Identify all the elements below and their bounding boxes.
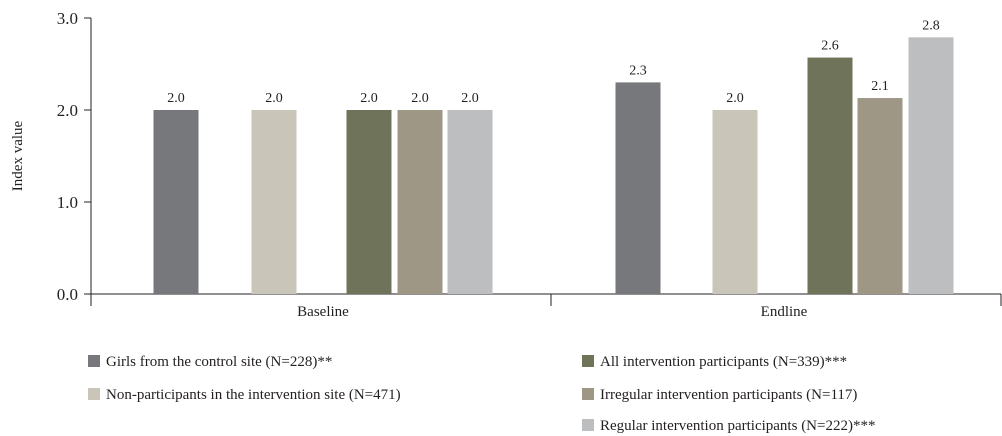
y-tick-label: 1.0 (57, 193, 78, 212)
bar-value-label: 2.8 (922, 18, 940, 33)
legend-label: Non-participants in the intervention sit… (106, 387, 401, 403)
legend-label: All intervention participants (N=339)*** (600, 354, 848, 370)
bar-value-label: 2.0 (411, 91, 429, 106)
legend-item-all-participants: All intervention participants (N=339)*** (582, 352, 847, 372)
legend-swatch (88, 388, 100, 400)
y-axis-label: Index value (10, 120, 26, 191)
bar (615, 82, 661, 295)
bar (447, 110, 493, 294)
bar-value-label: 2.0 (461, 91, 479, 106)
bar-chart: Index value 0.0 1.0 2.0 3.0 2.0 2.3 2.0 2.0 2.0… (10, 9, 1002, 320)
legend-swatch (582, 388, 594, 400)
bar (712, 110, 758, 294)
bar (153, 110, 199, 294)
legend-label: Girls from the control site (N=228)** (106, 354, 333, 370)
bar-value-label: 2.0 (726, 91, 744, 106)
x-category-label: Baseline (297, 304, 349, 320)
y-tick-label: 2.0 (57, 101, 78, 120)
legend-swatch (582, 419, 594, 431)
legend-label: Irregular intervention participants (N=1… (600, 387, 858, 403)
bar-value-label: 2.1 (871, 79, 889, 94)
legend-swatch (582, 355, 594, 367)
legend-label: Regular intervention participants (N=222… (600, 418, 876, 434)
bar-value-label: 2.0 (265, 91, 283, 106)
bar (857, 98, 903, 294)
bar-value-label: 2.3 (629, 63, 647, 78)
legend-item-regular: Regular intervention participants (N=222… (582, 416, 875, 436)
bar-value-label: 2.6 (821, 39, 839, 54)
legend-item-control: Girls from the control site (N=228)** (88, 352, 332, 372)
bar (397, 110, 443, 294)
bar (251, 110, 297, 294)
bar (346, 110, 392, 294)
y-tick-label: 0.0 (57, 285, 78, 304)
bar-value-label: 2.0 (360, 91, 378, 106)
legend-swatch (88, 355, 100, 367)
bar (807, 57, 853, 295)
legend-item-non-participants: Non-participants in the intervention sit… (88, 385, 401, 405)
bar (908, 37, 954, 294)
x-category-label: Endline (761, 304, 808, 320)
legend-item-irregular: Irregular intervention participants (N=1… (582, 385, 857, 405)
y-tick-label: 3.0 (57, 9, 78, 28)
bar-value-label: 2.0 (167, 91, 185, 106)
